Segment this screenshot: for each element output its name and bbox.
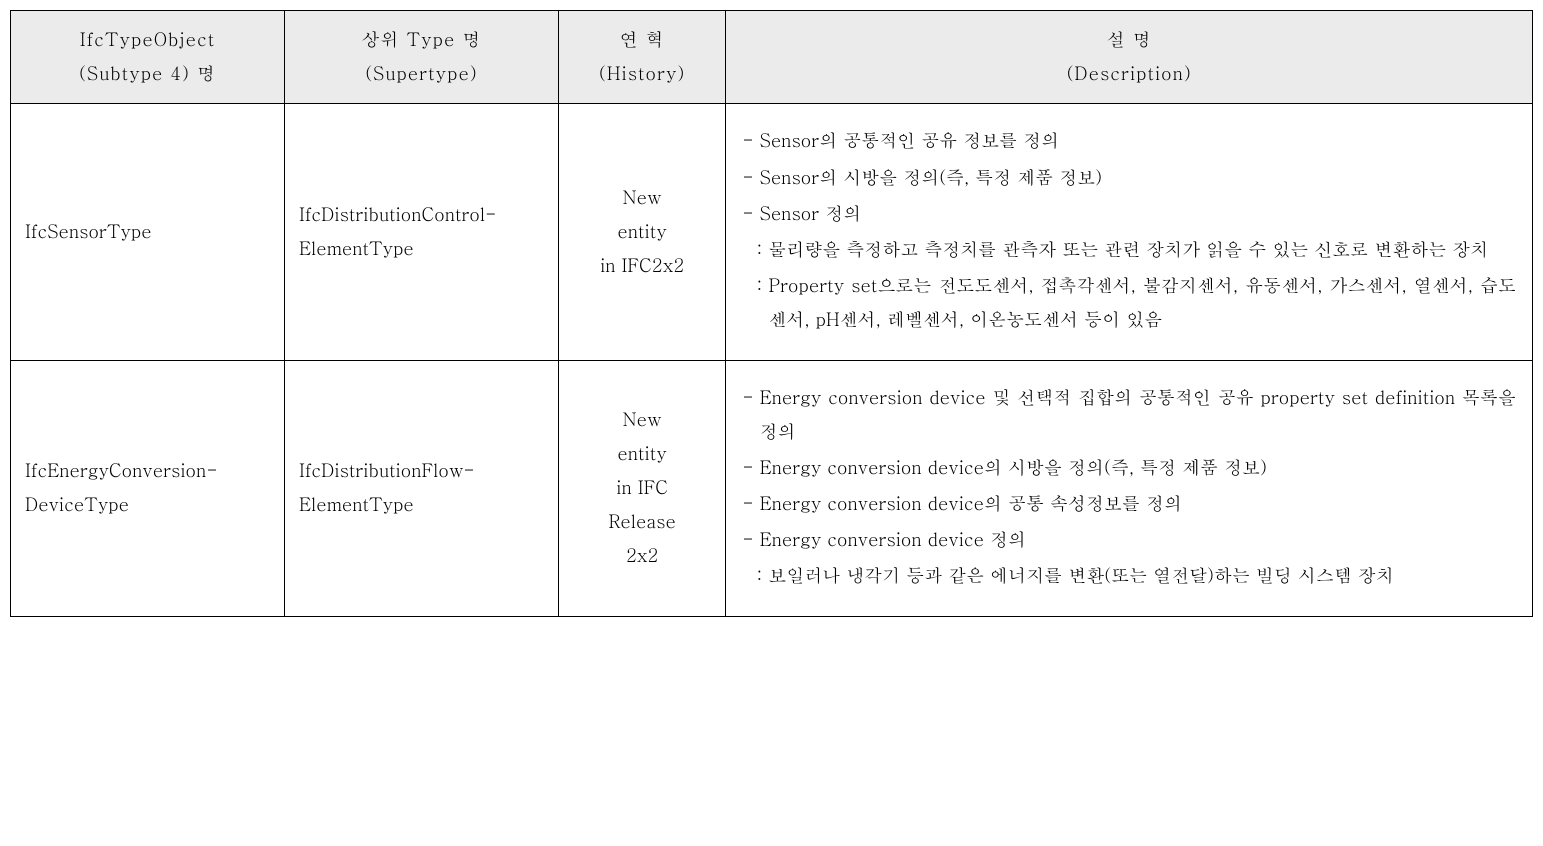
desc-text: Energy conversion device의 시방을 정의(즉, 특정 제… (760, 451, 1516, 485)
header-supertype: 상위 Type 명 (Supertype) (284, 11, 558, 104)
desc-item: - Energy conversion device 및 선택적 집합의 공통적… (742, 381, 1516, 449)
desc-text: Sensor 정의 (760, 197, 1516, 231)
desc-text: Energy conversion device 정의 (760, 523, 1516, 557)
table-row: IfcSensorType IfcDistributionControl- El… (11, 104, 1533, 360)
supertype-line1: IfcDistributionControl- (299, 198, 544, 232)
sub-item: : Property set으로는 전도도센서, 접촉각센서, 불감지센서, 유… (756, 269, 1516, 337)
desc-item: - Sensor의 공통적인 공유 정보를 정의 (742, 124, 1516, 158)
colon-icon: : (756, 233, 762, 267)
table-row: IfcEnergyConversion- DeviceType IfcDistr… (11, 360, 1533, 616)
subtype-text: IfcSensorType (25, 219, 152, 244)
bullet-icon: - (742, 124, 753, 158)
cell-history: New entity in IFC Release 2x2 (558, 360, 725, 616)
header-description: 설 명 (Description) (726, 11, 1533, 104)
bullet-icon: - (742, 451, 753, 485)
cell-description: - Sensor의 공통적인 공유 정보를 정의 - Sensor의 시방을 정… (726, 104, 1533, 360)
history-line2: entity (573, 437, 711, 471)
supertype-line2: ElementType (299, 232, 544, 266)
cell-description: - Energy conversion device 및 선택적 집합의 공통적… (726, 360, 1533, 616)
cell-subtype: IfcEnergyConversion- DeviceType (11, 360, 285, 616)
header-description-line2: (Description) (740, 57, 1518, 91)
history-line5: 2x2 (573, 539, 711, 573)
bullet-icon: - (742, 523, 753, 557)
header-supertype-line2: (Supertype) (299, 57, 544, 91)
header-subtype-line1: IfcTypeObject (25, 23, 270, 57)
bullet-icon: - (742, 197, 753, 231)
bullet-icon: - (742, 161, 753, 195)
desc-text: Sensor의 시방을 정의(즉, 특정 제품 정보) (760, 161, 1516, 195)
history-line1: New (573, 403, 711, 437)
header-description-line1: 설 명 (740, 23, 1518, 57)
sub-text: Property set으로는 전도도센서, 접촉각센서, 불감지센서, 유동센… (768, 269, 1516, 337)
supertype-line1: IfcDistributionFlow- (299, 454, 544, 488)
desc-item: - Sensor 정의 (742, 197, 1516, 231)
supertype-line2: ElementType (299, 488, 544, 522)
sub-item: : 물리량을 측정하고 측정치를 관측자 또는 관련 장치가 읽을 수 있는 신… (756, 233, 1516, 267)
header-subtype: IfcTypeObject (Subtype 4) 명 (11, 11, 285, 104)
bullet-icon: - (742, 487, 753, 521)
colon-icon: : (756, 269, 762, 303)
history-line3: in IFC2x2 (573, 249, 711, 283)
subtype-line2: DeviceType (25, 488, 270, 522)
history-line2: entity (573, 215, 711, 249)
cell-supertype: IfcDistributionFlow- ElementType (284, 360, 558, 616)
ifc-type-table: IfcTypeObject (Subtype 4) 명 상위 Type 명 (S… (10, 10, 1533, 617)
header-supertype-line1: 상위 Type 명 (299, 23, 544, 57)
history-line4: Release (573, 505, 711, 539)
header-history-line2: (History) (573, 57, 711, 91)
colon-icon: : (756, 559, 762, 593)
sub-text: 보일러나 냉각기 등과 같은 에너지를 변환(또는 열전달)하는 빌딩 시스템 … (768, 559, 1516, 593)
cell-history: New entity in IFC2x2 (558, 104, 725, 360)
desc-text: Energy conversion device 및 선택적 집합의 공통적인 … (760, 381, 1516, 449)
sub-item: : 보일러나 냉각기 등과 같은 에너지를 변환(또는 열전달)하는 빌딩 시스… (756, 559, 1516, 593)
history-line1: New (573, 181, 711, 215)
desc-item: - Energy conversion device 정의 (742, 523, 1516, 557)
cell-supertype: IfcDistributionControl- ElementType (284, 104, 558, 360)
desc-item: - Sensor의 시방을 정의(즉, 특정 제품 정보) (742, 161, 1516, 195)
history-line3: in IFC (573, 471, 711, 505)
desc-item: - Energy conversion device의 시방을 정의(즉, 특정… (742, 451, 1516, 485)
desc-item: - Energy conversion device의 공통 속성정보를 정의 (742, 487, 1516, 521)
desc-text: Sensor의 공통적인 공유 정보를 정의 (760, 124, 1516, 158)
header-subtype-line2: (Subtype 4) 명 (25, 57, 270, 91)
sub-text: 물리량을 측정하고 측정치를 관측자 또는 관련 장치가 읽을 수 있는 신호로… (768, 233, 1516, 267)
table-header-row: IfcTypeObject (Subtype 4) 명 상위 Type 명 (S… (11, 11, 1533, 104)
header-history-line1: 연 혁 (573, 23, 711, 57)
bullet-icon: - (742, 381, 753, 415)
subtype-line1: IfcEnergyConversion- (25, 454, 270, 488)
desc-text: Energy conversion device의 공통 속성정보를 정의 (760, 487, 1516, 521)
header-history: 연 혁 (History) (558, 11, 725, 104)
cell-subtype: IfcSensorType (11, 104, 285, 360)
